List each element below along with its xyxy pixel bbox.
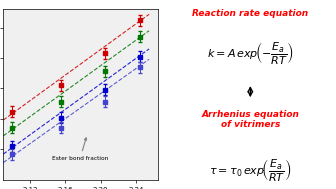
Text: Arrhenius equation
of vitrimers: Arrhenius equation of vitrimers <box>201 110 299 129</box>
Text: Ester bond fraction: Ester bond fraction <box>52 138 108 161</box>
Text: $k = A\,exp\!\left(-\dfrac{E_a}{RT}\right)$: $k = A\,exp\!\left(-\dfrac{E_a}{RT}\righ… <box>207 40 294 66</box>
Text: Reaction rate equation: Reaction rate equation <box>192 9 308 19</box>
Text: $\tau = \boldsymbol{\tau_0}\,exp\!\left(\dfrac{E_a}{RT}\right)$: $\tau = \boldsymbol{\tau_0}\,exp\!\left(… <box>209 157 291 183</box>
